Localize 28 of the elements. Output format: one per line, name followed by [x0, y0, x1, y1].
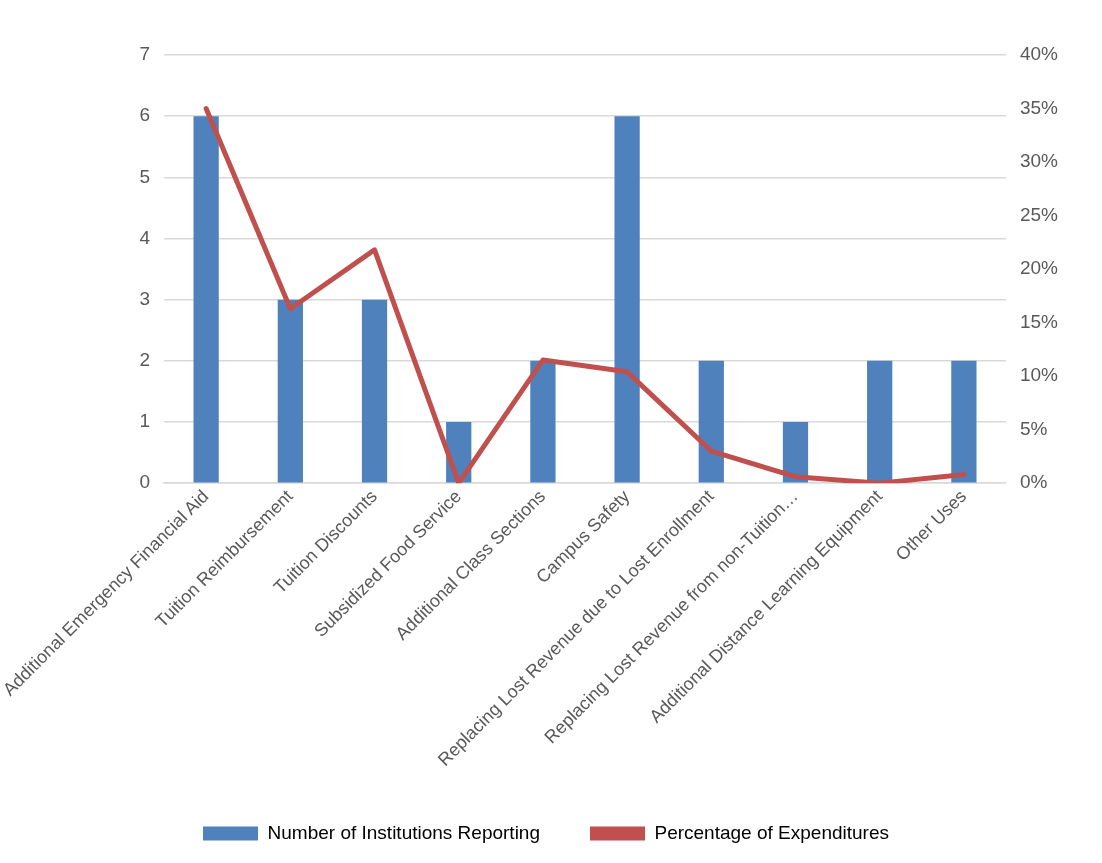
bar [193, 116, 219, 483]
y2-tick-label: 40% [1019, 43, 1059, 65]
y-tick-label: 4 [139, 226, 151, 248]
y-tick-label: 6 [139, 104, 151, 126]
y-tick-label: 0 [139, 471, 151, 493]
bar [277, 299, 303, 483]
bar [614, 116, 640, 483]
legend-label: Number of Institutions Reporting [267, 821, 540, 843]
bar [782, 421, 809, 483]
y2-tick-label: 30% [1019, 150, 1059, 172]
y2-tick-label: 10% [1019, 364, 1059, 386]
bar [698, 360, 724, 483]
y2-tick-label: 35% [1019, 96, 1059, 118]
bar [867, 360, 893, 483]
y-tick-label: 3 [139, 287, 151, 309]
y-tick-label: 1 [139, 410, 151, 432]
bar [530, 360, 556, 483]
bar [361, 299, 388, 483]
y2-tick-label: 15% [1019, 310, 1059, 332]
y-tick-label: 5 [139, 165, 151, 187]
legend-label: Percentage of Expenditures [654, 821, 889, 843]
y2-tick-label: 20% [1019, 257, 1059, 279]
y2-tick-label: 0% [1019, 471, 1048, 493]
bar [951, 360, 977, 483]
y2-tick-label: 5% [1019, 417, 1048, 439]
y2-tick-label: 25% [1019, 203, 1059, 225]
y-tick-label: 2 [139, 349, 151, 371]
y-tick-label: 7 [139, 43, 151, 65]
